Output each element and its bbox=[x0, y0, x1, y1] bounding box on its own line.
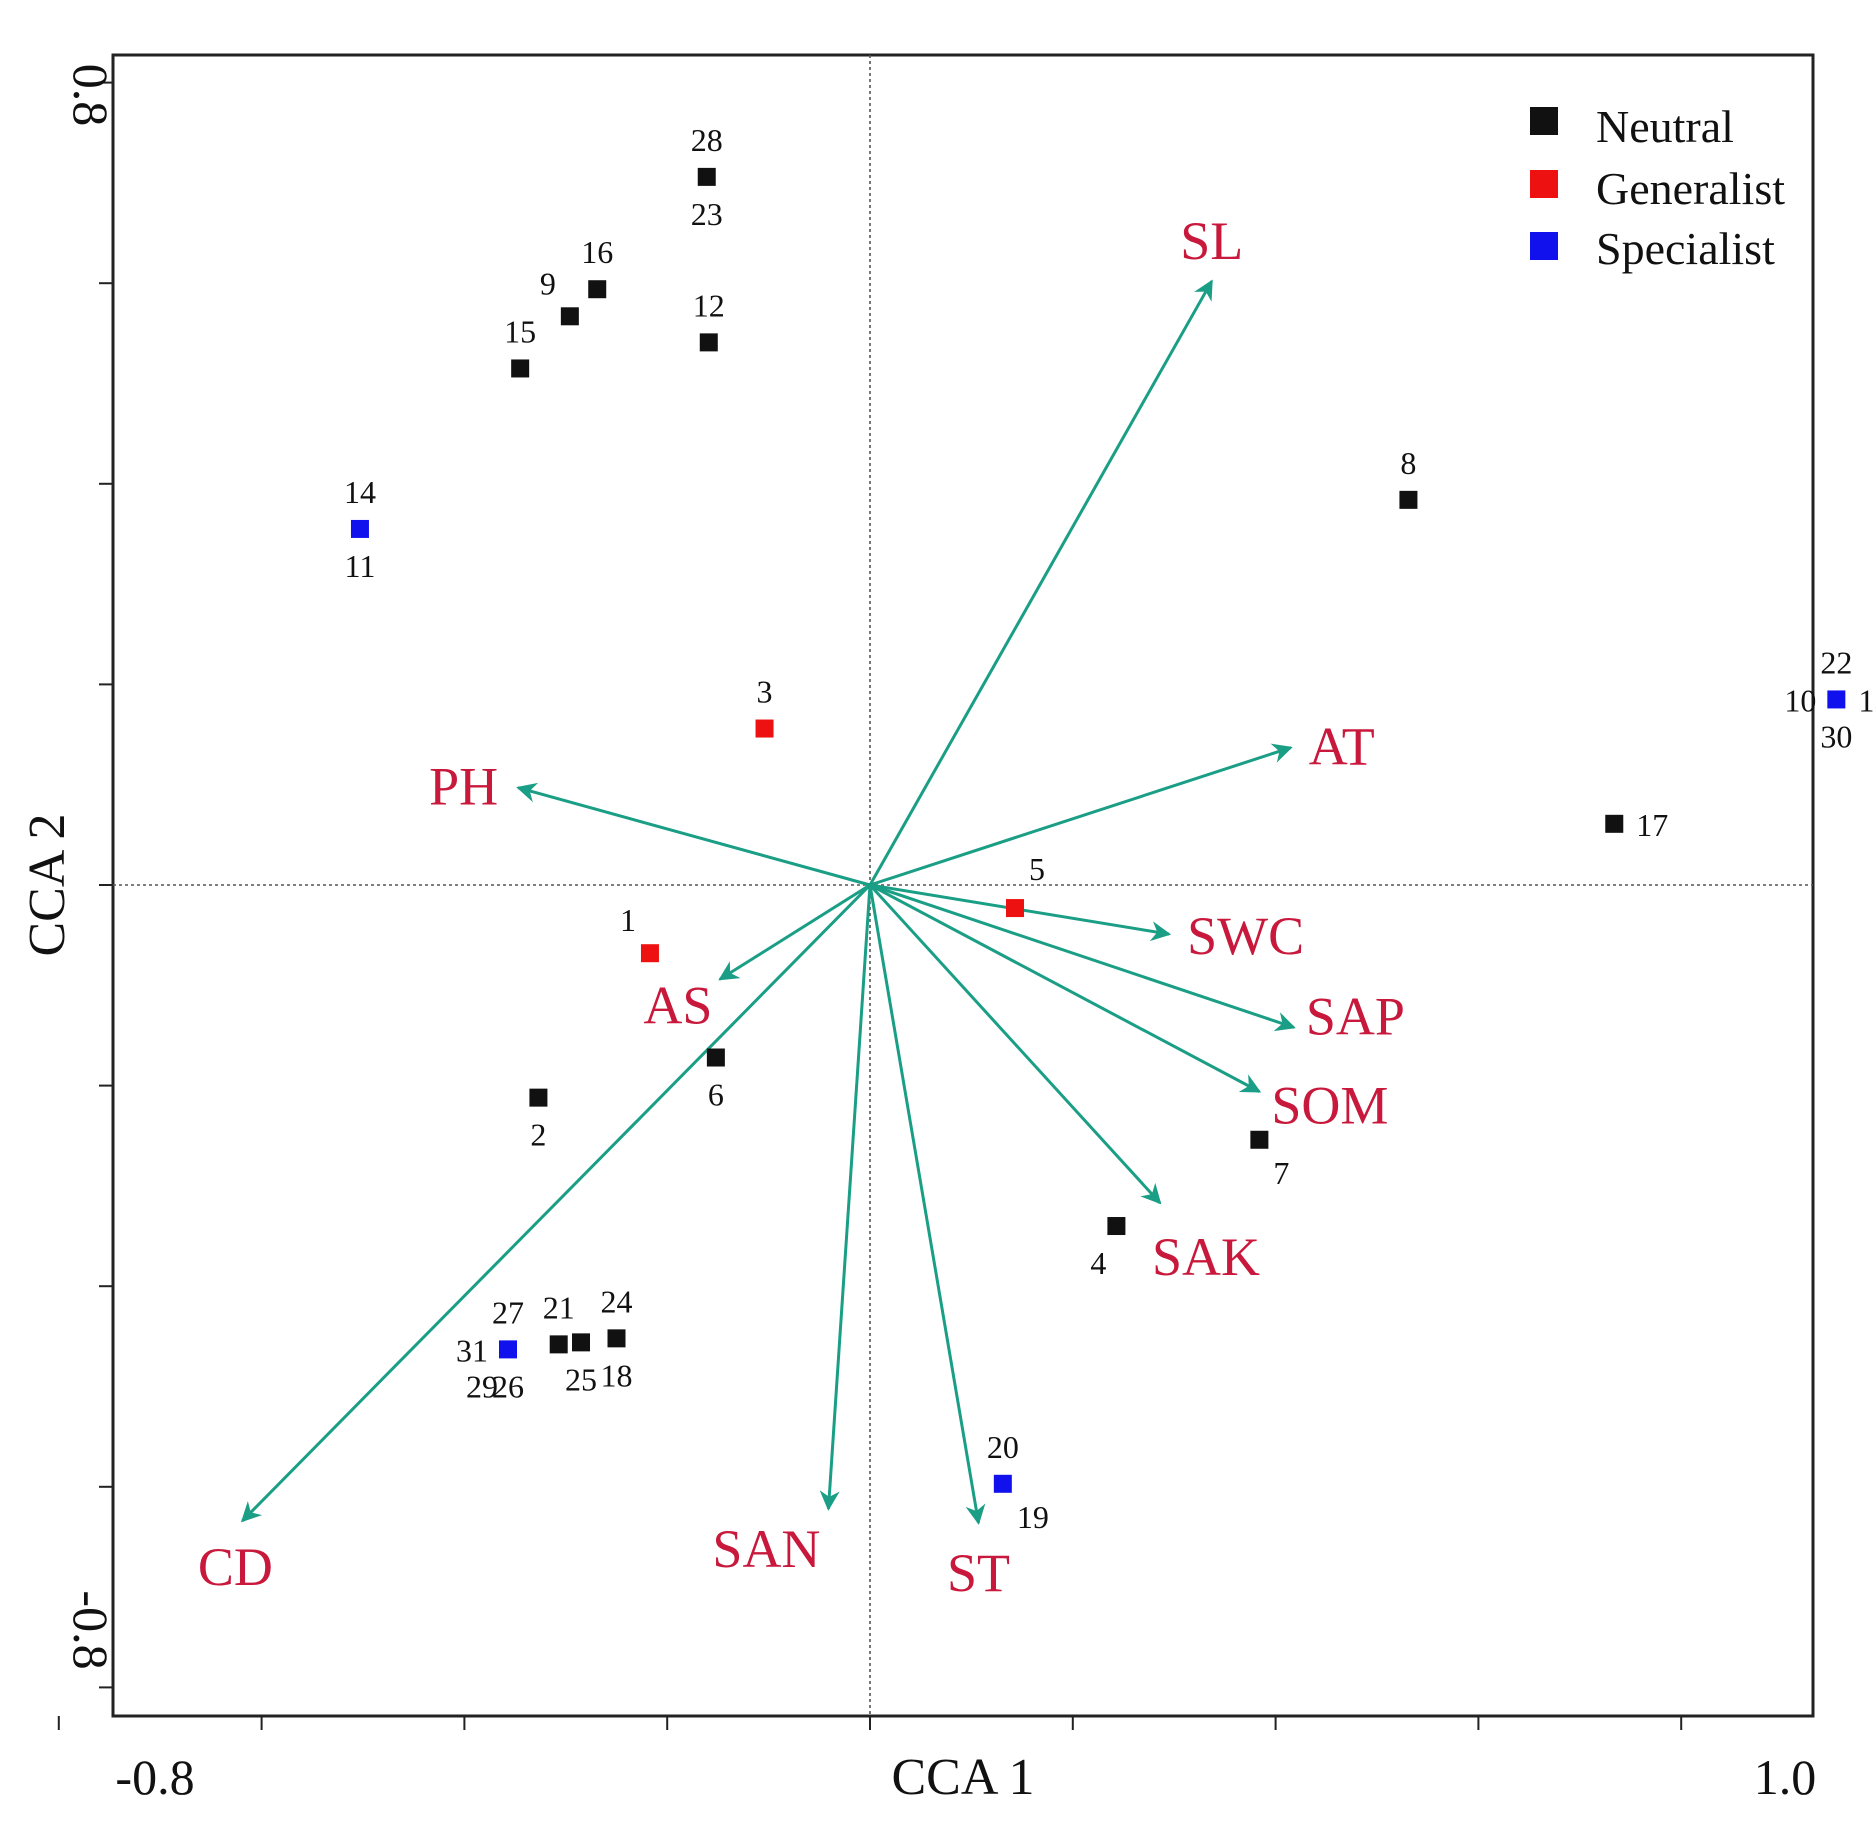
legend-label-neutral: Neutral bbox=[1596, 101, 1734, 152]
vector-som bbox=[869, 883, 1262, 1093]
point-specialist bbox=[993, 1474, 1012, 1493]
legend-swatch-generalist bbox=[1530, 170, 1558, 198]
vector-sl bbox=[868, 279, 1214, 886]
point-label: 20 bbox=[987, 1429, 1019, 1465]
point-label: 6 bbox=[708, 1077, 724, 1113]
legend-swatch-neutral bbox=[1530, 107, 1558, 135]
point-label: 19 bbox=[1017, 1499, 1049, 1535]
legend-label-specialist: Specialist bbox=[1596, 223, 1775, 274]
sample-points: 2823169151214118221013303175162742731292… bbox=[344, 122, 1876, 1535]
point-label: 29 bbox=[466, 1368, 498, 1404]
point-specialist bbox=[350, 519, 369, 538]
vector-label-st: ST bbox=[947, 1543, 1010, 1603]
vector-sap bbox=[869, 883, 1296, 1032]
vector-as bbox=[718, 883, 871, 981]
point-label: 7 bbox=[1273, 1155, 1289, 1191]
y-axis-ticks bbox=[99, 81, 113, 1689]
legend: Neutral Generalist Specialist bbox=[1530, 101, 1785, 274]
point-label: 3 bbox=[757, 674, 773, 710]
point-label: 9 bbox=[540, 265, 556, 301]
point-neutral bbox=[607, 1329, 626, 1348]
point-neutral bbox=[1107, 1217, 1126, 1236]
point-label: 5 bbox=[1029, 851, 1045, 887]
point-label: 18 bbox=[601, 1357, 633, 1393]
x-axis-ticks bbox=[57, 1716, 1683, 1730]
legend-label-generalist: Generalist bbox=[1596, 163, 1785, 214]
point-label: 25 bbox=[565, 1361, 597, 1397]
point-label: 12 bbox=[693, 287, 725, 323]
point-label: 31 bbox=[456, 1332, 488, 1368]
point-neutral bbox=[697, 167, 716, 186]
point-label: 11 bbox=[345, 548, 376, 584]
y-tick-label-max: 0.8 bbox=[63, 64, 119, 127]
vector-label-san: SAN bbox=[712, 1519, 820, 1579]
point-label: 2 bbox=[530, 1117, 546, 1153]
point-label: 14 bbox=[344, 474, 376, 510]
point-label: 16 bbox=[581, 234, 613, 270]
vector-label-swc: SWC bbox=[1187, 906, 1304, 966]
vector-san bbox=[819, 884, 872, 1511]
point-specialist bbox=[499, 1340, 518, 1359]
point-neutral bbox=[549, 1335, 568, 1354]
point-label: 13 bbox=[1858, 682, 1876, 718]
vector-label-som: SOM bbox=[1271, 1076, 1388, 1136]
point-neutral bbox=[706, 1048, 725, 1067]
point-generalist bbox=[640, 944, 659, 963]
point-generalist bbox=[1006, 899, 1025, 918]
point-label: 21 bbox=[543, 1289, 575, 1325]
y-axis-title: CCA 2 bbox=[19, 813, 76, 956]
point-label: 28 bbox=[691, 122, 723, 158]
point-label: 8 bbox=[1400, 445, 1416, 481]
point-neutral bbox=[560, 307, 579, 326]
point-label: 23 bbox=[691, 196, 723, 232]
vector-ph bbox=[516, 782, 871, 887]
x-tick-label-min: -0.8 bbox=[115, 1749, 194, 1805]
point-label: 15 bbox=[504, 313, 536, 349]
vector-st bbox=[868, 884, 986, 1525]
point-generalist bbox=[755, 719, 774, 738]
vector-sak bbox=[868, 883, 1162, 1205]
y-tick-label-min: -0.8 bbox=[63, 1590, 119, 1669]
vector-cd bbox=[240, 883, 872, 1523]
point-neutral bbox=[1399, 490, 1418, 509]
point-neutral bbox=[529, 1088, 548, 1107]
x-axis-title: CCA 1 bbox=[891, 1749, 1034, 1806]
point-neutral bbox=[1605, 814, 1624, 833]
vector-label-as: AS bbox=[643, 975, 712, 1035]
vector-label-at: AT bbox=[1309, 717, 1375, 777]
point-label: 10 bbox=[1784, 682, 1816, 718]
vector-label-sak: SAK bbox=[1152, 1227, 1260, 1287]
point-label: 26 bbox=[492, 1368, 524, 1404]
vector-at bbox=[869, 743, 1293, 887]
legend-swatch-specialist bbox=[1530, 232, 1558, 260]
vector-label-sl: SL bbox=[1180, 211, 1243, 271]
point-label: 17 bbox=[1636, 807, 1668, 843]
point-label: 22 bbox=[1820, 644, 1852, 680]
vector-label-cd: CD bbox=[198, 1537, 273, 1597]
point-label: 1 bbox=[620, 902, 636, 938]
vector-label-ph: PH bbox=[429, 757, 498, 817]
point-neutral bbox=[572, 1333, 591, 1352]
point-neutral bbox=[1250, 1130, 1269, 1149]
point-neutral bbox=[511, 359, 530, 378]
point-label: 4 bbox=[1090, 1245, 1106, 1281]
point-neutral bbox=[588, 280, 607, 299]
point-specialist bbox=[1827, 690, 1846, 709]
point-label: 30 bbox=[1820, 718, 1852, 754]
point-neutral bbox=[699, 333, 718, 352]
point-label: 27 bbox=[492, 1294, 524, 1330]
x-tick-label-max: 1.0 bbox=[1754, 1749, 1817, 1805]
vector-label-sap: SAP bbox=[1306, 986, 1405, 1046]
point-label: 24 bbox=[601, 1283, 633, 1319]
